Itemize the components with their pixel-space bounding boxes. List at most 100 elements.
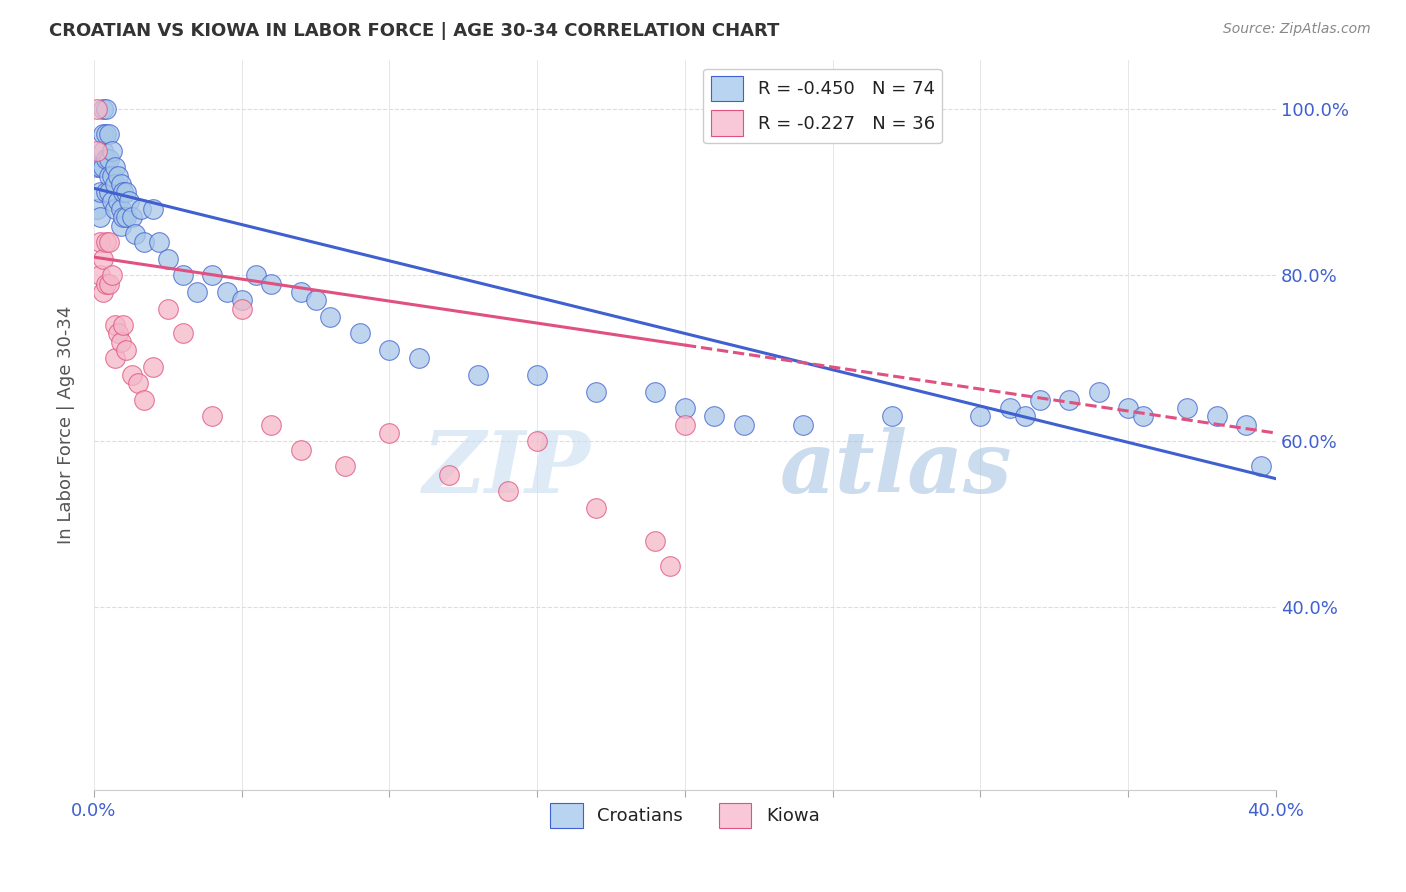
Point xyxy=(115,343,138,357)
Point xyxy=(333,459,356,474)
Point xyxy=(97,277,120,291)
Point xyxy=(97,128,120,142)
Point xyxy=(148,235,170,250)
Point xyxy=(86,202,108,216)
Point xyxy=(290,442,312,457)
Point xyxy=(496,484,519,499)
Point xyxy=(1250,459,1272,474)
Point xyxy=(110,177,132,191)
Point xyxy=(104,318,127,333)
Point xyxy=(97,186,120,200)
Point xyxy=(94,152,117,166)
Point xyxy=(1057,392,1080,407)
Point xyxy=(86,103,108,117)
Point xyxy=(100,268,122,283)
Point xyxy=(378,425,401,440)
Point xyxy=(526,434,548,449)
Point xyxy=(1205,409,1227,424)
Point xyxy=(107,169,129,183)
Point xyxy=(703,409,725,424)
Point xyxy=(118,194,141,208)
Point xyxy=(231,293,253,308)
Point xyxy=(112,318,135,333)
Point xyxy=(110,202,132,216)
Point xyxy=(110,219,132,233)
Point xyxy=(156,301,179,316)
Point xyxy=(319,310,342,324)
Point xyxy=(585,500,607,515)
Point xyxy=(673,417,696,432)
Point xyxy=(1087,384,1109,399)
Point xyxy=(100,144,122,158)
Point xyxy=(644,384,666,399)
Point xyxy=(142,202,165,216)
Point xyxy=(215,285,238,299)
Point xyxy=(172,268,194,283)
Point xyxy=(201,268,224,283)
Point xyxy=(1028,392,1050,407)
Point xyxy=(110,334,132,349)
Point xyxy=(260,417,283,432)
Point xyxy=(1132,409,1154,424)
Point xyxy=(94,103,117,117)
Point xyxy=(91,161,114,175)
Point xyxy=(526,368,548,382)
Point xyxy=(733,417,755,432)
Point xyxy=(378,343,401,357)
Point xyxy=(121,368,143,382)
Point xyxy=(880,409,903,424)
Point xyxy=(94,277,117,291)
Point xyxy=(290,285,312,299)
Point xyxy=(97,152,120,166)
Point xyxy=(86,144,108,158)
Point xyxy=(127,376,149,391)
Point xyxy=(94,186,117,200)
Point xyxy=(585,384,607,399)
Point xyxy=(467,368,489,382)
Point xyxy=(304,293,326,308)
Point xyxy=(156,252,179,266)
Y-axis label: In Labor Force | Age 30-34: In Labor Force | Age 30-34 xyxy=(58,306,75,544)
Text: CROATIAN VS KIOWA IN LABOR FORCE | AGE 30-34 CORRELATION CHART: CROATIAN VS KIOWA IN LABOR FORCE | AGE 3… xyxy=(49,22,779,40)
Point xyxy=(94,235,117,250)
Point xyxy=(115,211,138,225)
Point xyxy=(91,144,114,158)
Point xyxy=(129,202,152,216)
Point xyxy=(97,169,120,183)
Point xyxy=(91,103,114,117)
Point xyxy=(124,227,146,241)
Point xyxy=(1116,401,1139,416)
Point xyxy=(91,252,114,266)
Point xyxy=(673,401,696,416)
Point xyxy=(134,235,156,250)
Point xyxy=(260,277,283,291)
Point xyxy=(245,268,267,283)
Point xyxy=(89,268,111,283)
Point xyxy=(1234,417,1257,432)
Point xyxy=(91,128,114,142)
Legend: Croatians, Kiowa: Croatians, Kiowa xyxy=(543,796,827,836)
Point xyxy=(89,161,111,175)
Point xyxy=(121,211,143,225)
Point xyxy=(89,235,111,250)
Point xyxy=(437,467,460,482)
Point xyxy=(1175,401,1198,416)
Point xyxy=(86,161,108,175)
Point xyxy=(91,285,114,299)
Point xyxy=(100,194,122,208)
Point xyxy=(172,326,194,341)
Point xyxy=(792,417,814,432)
Point xyxy=(115,186,138,200)
Text: atlas: atlas xyxy=(779,427,1012,510)
Point xyxy=(142,359,165,374)
Point xyxy=(644,533,666,548)
Text: ZIP: ZIP xyxy=(423,427,591,510)
Point xyxy=(349,326,371,341)
Point xyxy=(231,301,253,316)
Point xyxy=(97,235,120,250)
Point xyxy=(107,326,129,341)
Point xyxy=(107,194,129,208)
Point xyxy=(89,186,111,200)
Point xyxy=(408,351,430,366)
Point xyxy=(969,409,991,424)
